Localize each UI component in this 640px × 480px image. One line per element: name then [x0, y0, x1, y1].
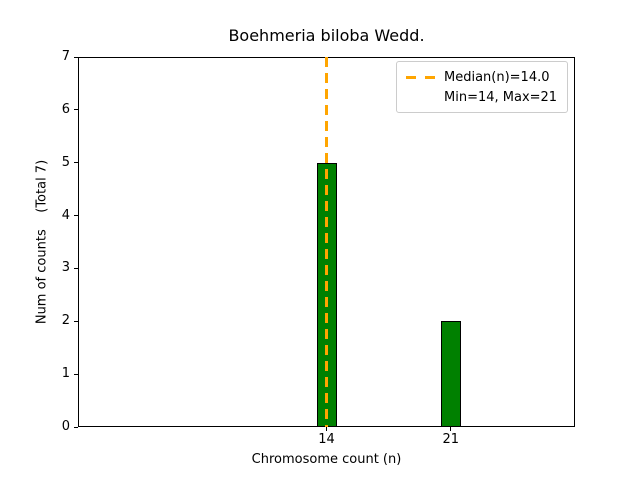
y-tick-mark — [74, 109, 78, 111]
bar-21 — [440, 321, 461, 427]
y-tick-label: 2 — [61, 313, 70, 329]
y-tick-mark — [74, 267, 78, 269]
y-tick-label: 1 — [61, 366, 70, 382]
legend-median-label: Median(n)=14.0 — [444, 69, 550, 85]
legend-minmax-label: Min=14, Max=21 — [444, 89, 558, 105]
x-axis-label: Chromosome count (n) — [251, 452, 402, 467]
legend: Median(n)=14.0 Min=14, Max=21 — [396, 61, 568, 113]
x-tick-label: 14 — [318, 432, 335, 447]
y-axis-label: Num of counts (Total 7) — [34, 159, 50, 325]
legend-row-median: Median(n)=14.0 — [406, 67, 558, 87]
x-tick-mark — [326, 427, 327, 431]
y-tick-mark — [74, 56, 78, 58]
legend-row-minmax: Min=14, Max=21 — [406, 87, 558, 107]
x-tick-mark — [450, 427, 452, 431]
y-tick-label: 0 — [61, 419, 70, 434]
y-tick-label: 7 — [61, 49, 70, 64]
y-tick-label: 5 — [61, 154, 70, 170]
y-tick-mark — [74, 426, 78, 428]
median-dashed-line-swatch — [406, 75, 436, 79]
y-tick-mark — [74, 373, 78, 375]
y-tick-mark — [74, 215, 78, 217]
y-tick-mark — [74, 162, 78, 164]
y-tick-label: 3 — [61, 260, 70, 276]
chart-title: Boehmeria biloba Wedd. — [228, 26, 425, 45]
median-line — [325, 57, 328, 427]
y-tick-label: 4 — [61, 207, 70, 223]
x-tick-label: 21 — [442, 432, 460, 447]
y-tick-mark — [74, 320, 78, 322]
y-tick-label: 6 — [61, 101, 70, 117]
legend-empty-swatch — [406, 96, 436, 99]
